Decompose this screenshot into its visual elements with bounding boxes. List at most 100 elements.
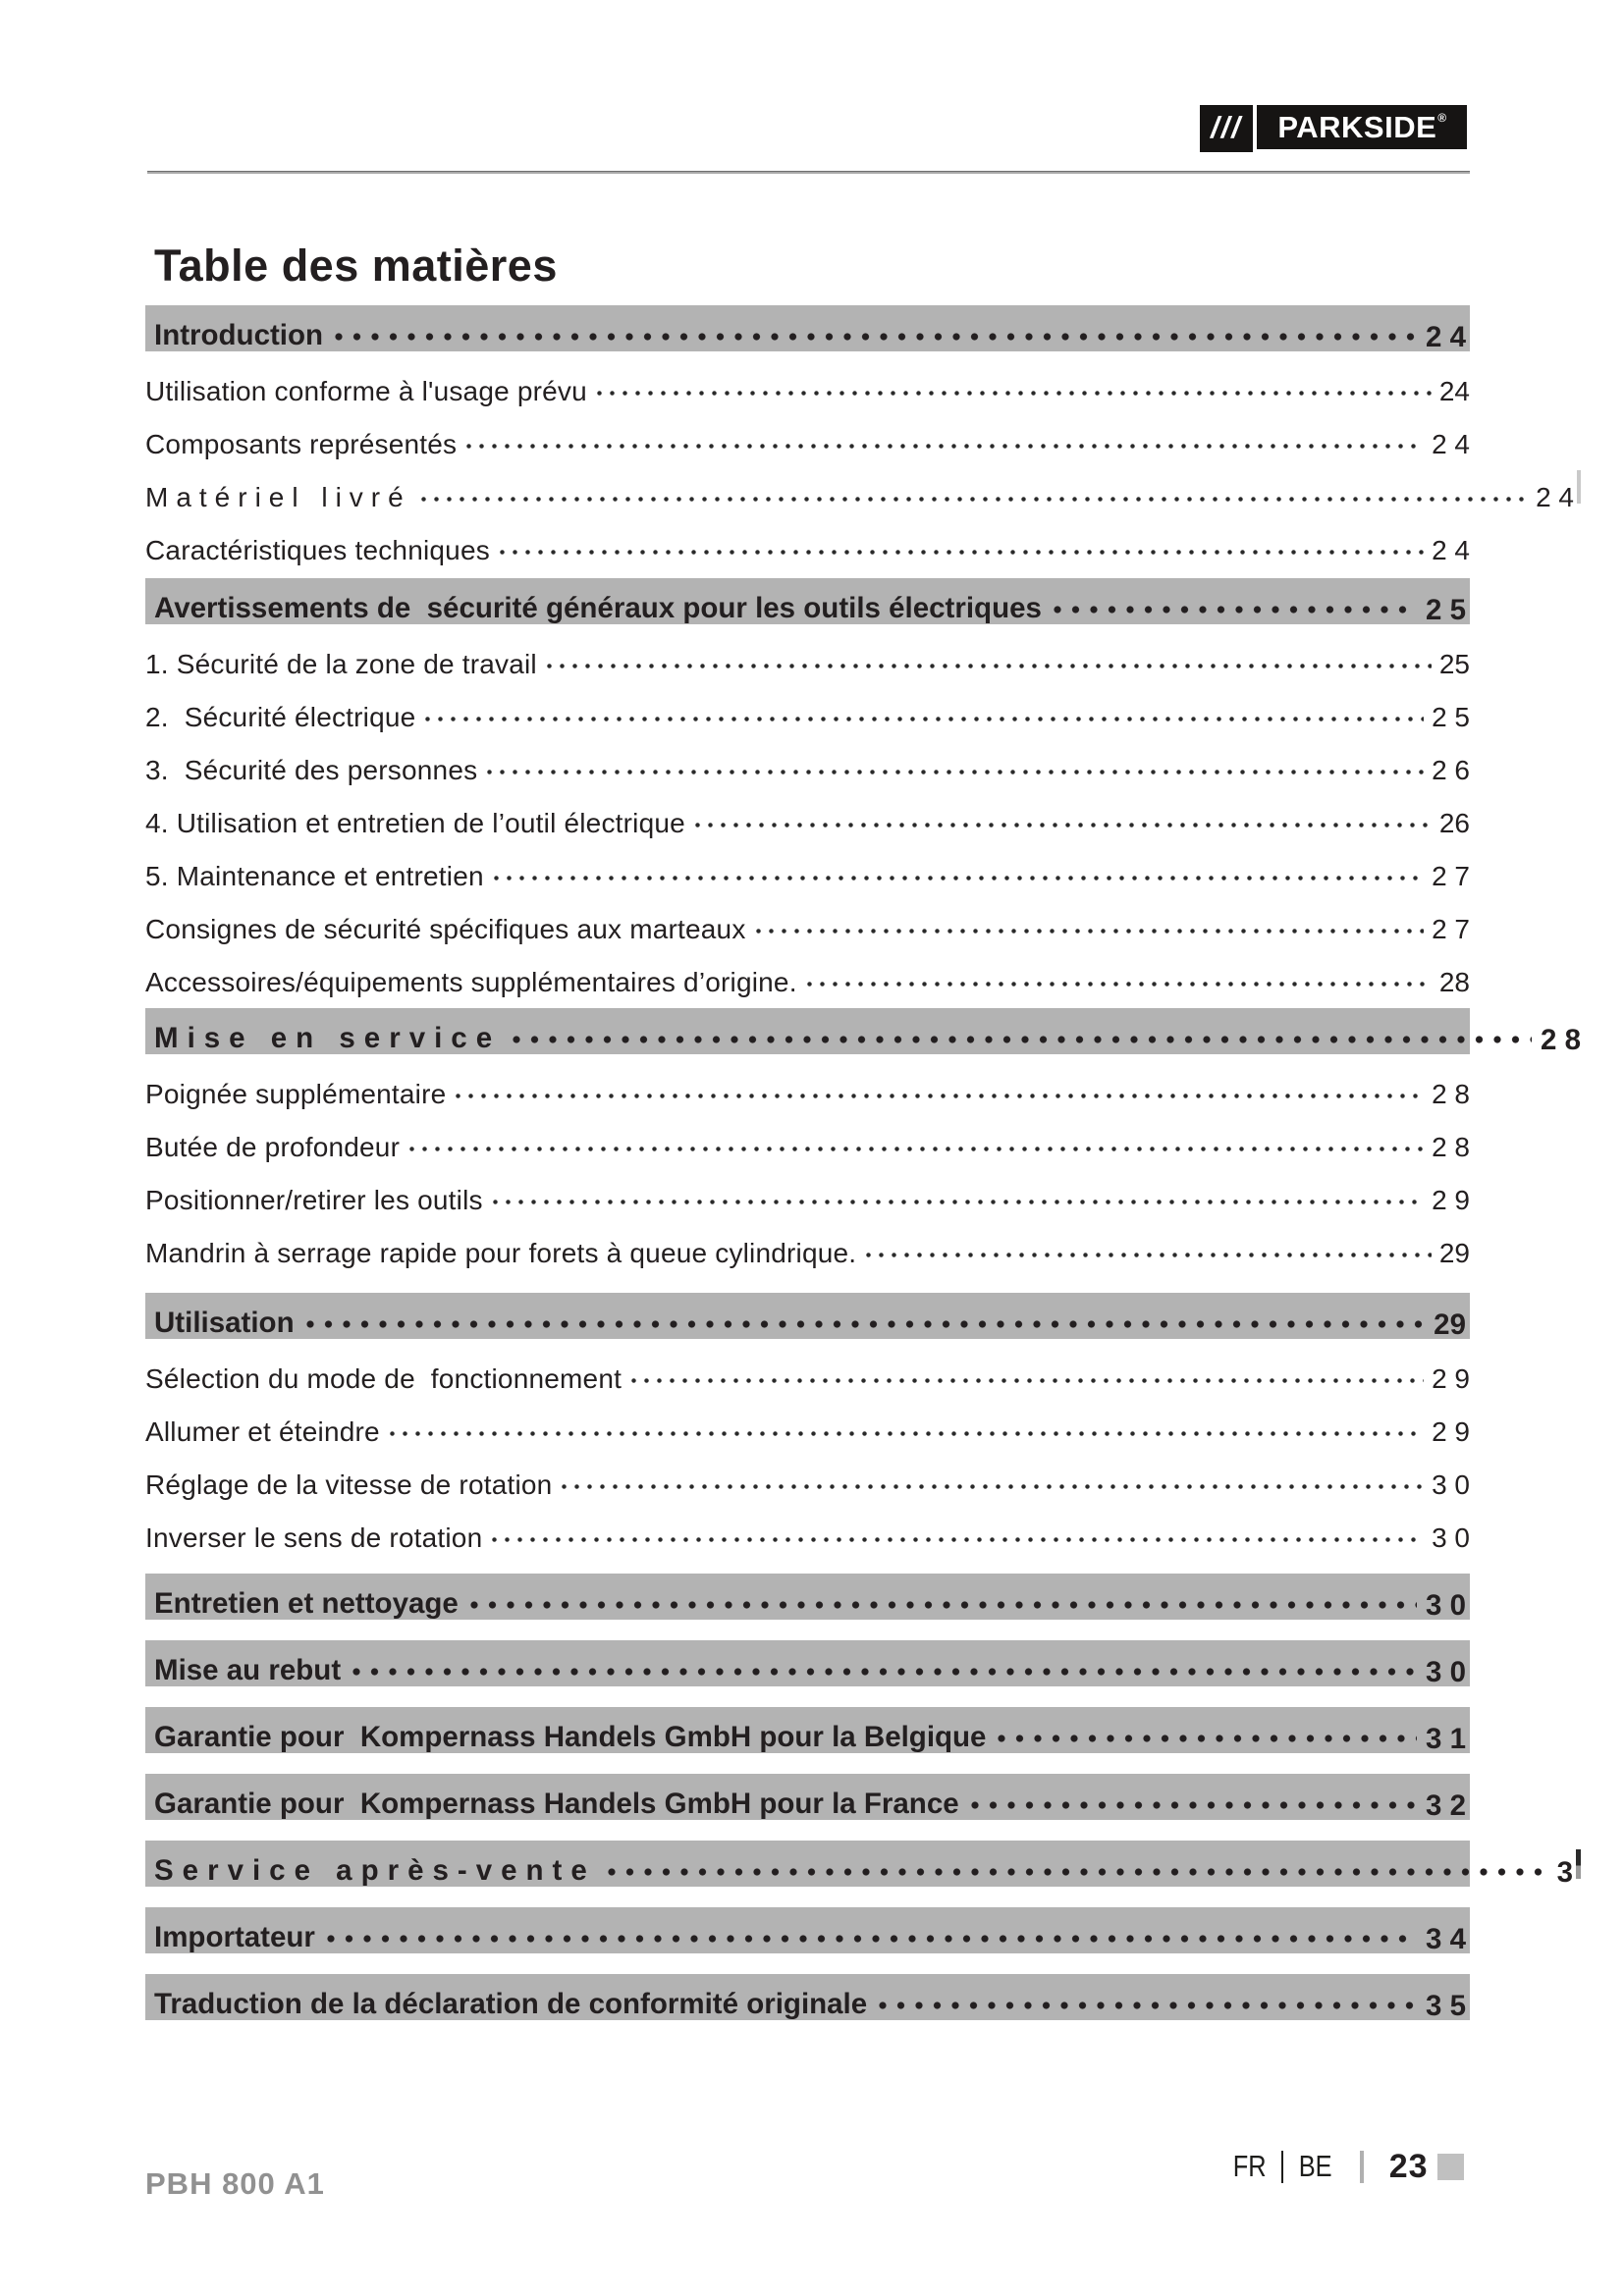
toc-row-page: 3 5 — [1425, 1989, 1466, 2022]
toc-row-label: Avertissements de sécurité généraux pour… — [154, 592, 1042, 625]
dotted-leader — [492, 1199, 1425, 1205]
toc-row-label: Garantie pour Kompernass Handels GmbH po… — [154, 1788, 959, 1821]
toc-row: Mandrin à serrage rapide pour forets à q… — [145, 1222, 1470, 1275]
dotted-leader — [492, 1536, 1425, 1543]
language-code-be: BE — [1299, 2149, 1332, 2183]
logo-slashes-icon: /// — [1200, 105, 1253, 152]
toc-row-label: Positionner/retirer les outils — [145, 1184, 483, 1215]
toc-row-page: 3 — [1556, 1855, 1573, 1889]
toc-row: Garantie pour Kompernass Handels GmbH po… — [145, 1774, 1470, 1829]
dotted-leader — [305, 1320, 1426, 1328]
toc-row: Traduction de la déclaration de conformi… — [145, 1974, 1470, 2029]
toc-row-label: Traduction de la déclaration de conformi… — [154, 1988, 868, 2021]
header-rule — [147, 171, 1470, 174]
toc-row: Accessoires/équipements supplémentaires … — [145, 951, 1470, 1004]
toc-row-page: 2 8 — [1432, 1079, 1470, 1109]
dotted-leader — [970, 1801, 1417, 1809]
dotted-leader — [607, 1868, 1548, 1876]
toc-row-label: Poignée supplémentaire — [145, 1078, 447, 1109]
dotted-leader — [596, 390, 1432, 397]
toc-row-label: Allumer et éteindre — [145, 1415, 380, 1447]
toc-row: Caractéristiques techniques 2 4 — [145, 519, 1470, 572]
toc-row-label: Mise en service — [154, 1022, 502, 1055]
toc-row-page: 3 4 — [1425, 1922, 1466, 1955]
toc-row: 5. Maintenance et entretien 2 7 — [145, 845, 1470, 898]
toc-row: Butée de profondeur 2 8 — [145, 1116, 1470, 1169]
page-title: Table des matières — [154, 240, 558, 292]
page-edge-artifact — [1577, 470, 1581, 504]
toc-row-label: Service après-vente — [154, 1854, 596, 1888]
dotted-leader — [562, 1483, 1425, 1490]
toc-row-label: Inverser le sens de rotation — [145, 1522, 483, 1553]
page-edge-artifact — [1576, 1849, 1581, 1879]
dotted-leader — [389, 1430, 1425, 1437]
toc-row: Entretien et nettoyage 3 0 — [145, 1574, 1470, 1629]
toc-row-page: 2 4 — [1425, 320, 1466, 353]
footer-divider — [1359, 2150, 1364, 2183]
toc-row-page: 2 9 — [1432, 1416, 1470, 1447]
toc-row-label: Utilisation — [154, 1307, 295, 1340]
dotted-leader — [499, 549, 1425, 556]
footer-square-marker — [1436, 2153, 1464, 2180]
toc-row-label: Mandrin à serrage rapide pour forets à q… — [145, 1237, 857, 1268]
toc-row: Matériel livré 2 4 — [145, 466, 1581, 519]
toc-row: Avertissements de sécurité généraux pour… — [145, 578, 1470, 633]
toc-row-label: Importateur — [154, 1921, 315, 1954]
toc-row: Composants représentés 2 4 — [145, 413, 1470, 466]
language-code-fr: FR — [1232, 2149, 1267, 2183]
toc-row-page: 2 4 — [1536, 482, 1574, 512]
toc-row-page: 2 7 — [1432, 861, 1470, 891]
toc-row-page: 24 — [1438, 376, 1470, 406]
toc-row: Réglage de la vitesse de rotation 3 0 — [145, 1454, 1470, 1507]
logo-brand-name: PARKSIDE ® — [1257, 105, 1467, 149]
dotted-leader — [866, 1252, 1432, 1258]
toc-row-page: 3 0 — [1425, 1655, 1466, 1688]
toc-row: Utilisation conforme à l'usage prévu 24 — [145, 360, 1470, 413]
toc-row: 2. Sécurité électrique 2 5 — [145, 686, 1470, 739]
toc-row-label: 1. Sécurité de la zone de travail — [145, 648, 537, 679]
toc-row-page: 25 — [1438, 649, 1470, 679]
toc-row: Introduction 2 4 — [145, 305, 1470, 360]
dotted-leader — [806, 981, 1432, 988]
dotted-leader — [694, 822, 1432, 828]
toc-row: Importateur 3 4 — [145, 1907, 1470, 1962]
toc-row-page: 2 8 — [1540, 1023, 1581, 1056]
footer-page-number: 23 — [1388, 2147, 1429, 2185]
dotted-leader — [466, 443, 1425, 450]
toc-row: Consignes de sécurité spécifiques aux ma… — [145, 898, 1470, 951]
toc-row-label: 3. Sécurité des personnes — [145, 754, 478, 785]
toc-row: Service après-vente 3 — [145, 1841, 1581, 1896]
toc-row-page: 29 — [1438, 1238, 1470, 1268]
dotted-leader — [631, 1377, 1425, 1384]
toc-row-label: Consignes de sécurité spécifiques aux ma… — [145, 913, 746, 944]
toc-row-page: 2 5 — [1425, 593, 1466, 626]
toc-row-label: Utilisation conforme à l'usage prévu — [145, 375, 587, 406]
dotted-leader — [513, 1036, 1532, 1043]
toc-row-label: Introduction — [154, 319, 324, 352]
toc-row-label: Mise au rebut — [154, 1654, 342, 1687]
dotted-leader — [487, 769, 1425, 775]
registered-trademark-symbol: ® — [1437, 110, 1447, 125]
dotted-leader — [469, 1601, 1417, 1609]
toc-row-page: 3 0 — [1432, 1469, 1470, 1500]
footer-page-info: FR BE 23 — [1229, 2147, 1464, 2185]
toc-row-label: Sélection du mode de fonctionnement — [145, 1362, 623, 1394]
dotted-leader — [493, 875, 1425, 881]
toc-row: Allumer et éteindre 2 9 — [145, 1401, 1470, 1454]
toc-row-page: 2 4 — [1432, 535, 1470, 565]
toc-row-page: 26 — [1438, 808, 1470, 838]
dotted-leader — [456, 1093, 1425, 1099]
toc-row-label: Matériel livré — [145, 481, 411, 512]
dotted-leader — [409, 1146, 1425, 1152]
toc-row: Mise au rebut 3 0 — [145, 1640, 1470, 1695]
toc-row-label: 4. Utilisation et entretien de l’outil é… — [145, 807, 685, 838]
toc-row: Inverser le sens de rotation 3 0 — [145, 1507, 1470, 1560]
toc-row-label: Caractéristiques techniques — [145, 534, 490, 565]
toc-row-page: 2 8 — [1432, 1132, 1470, 1162]
footer-divider — [1281, 2150, 1284, 2183]
toc-row-page: 29 — [1434, 1308, 1466, 1341]
toc-row: Mise en service 2 8 — [145, 1008, 1581, 1063]
toc-row-label: Garantie pour Kompernass Handels GmbH po… — [154, 1721, 987, 1754]
toc-row-page: 3 0 — [1432, 1522, 1470, 1553]
